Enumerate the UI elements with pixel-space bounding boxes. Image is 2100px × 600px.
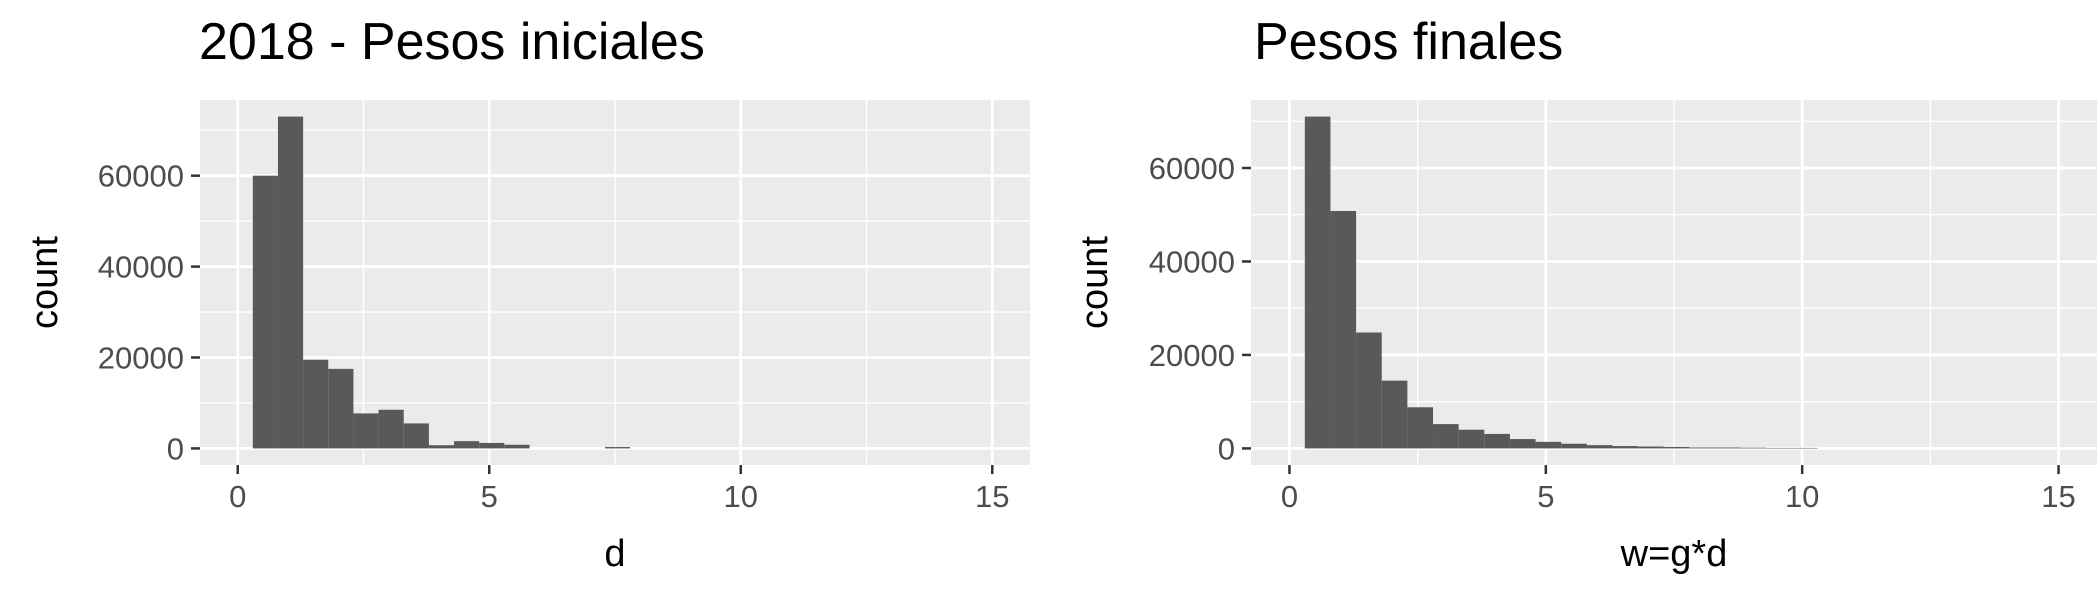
- histogram-bar: [1612, 446, 1639, 449]
- histogram-bar: [403, 423, 429, 449]
- histogram-bar: [604, 447, 631, 449]
- histogram-bar: [1586, 445, 1613, 449]
- histogram-bar: [252, 175, 278, 449]
- histogram-left: 0 5 10 15 0 20000 40000 60000 d count: [24, 100, 1030, 575]
- chart-title: Pesos finales: [1254, 13, 1564, 71]
- y-tick-label: 60000: [98, 159, 184, 194]
- y-tick-label: 0: [167, 431, 184, 466]
- x-tick-label: 10: [1785, 479, 1819, 514]
- histogram-bar: [454, 441, 480, 449]
- histogram-bar: [1509, 439, 1536, 449]
- histogram-bar: [1766, 447, 1792, 449]
- x-tick-label: 0: [229, 479, 246, 514]
- histogram-bar: [1356, 332, 1382, 449]
- x-axis-title: w=g*d: [1620, 533, 1728, 575]
- histogram-bar: [378, 409, 404, 449]
- y-tick-label: 20000: [1149, 338, 1235, 373]
- y-tick-label: 60000: [1149, 151, 1235, 186]
- x-tick-label: 15: [975, 479, 1009, 514]
- x-tick-label: 5: [1537, 479, 1554, 514]
- histogram-bar: [1689, 447, 1716, 449]
- histogram-bar: [1381, 380, 1408, 449]
- x-tick-label: 0: [1281, 479, 1298, 514]
- histogram-bar: [1791, 447, 1818, 449]
- y-axis-title: count: [1074, 236, 1116, 329]
- y-tick-label: 40000: [1149, 244, 1235, 279]
- x-axis-title: d: [604, 533, 625, 575]
- histogram-bar: [328, 368, 354, 449]
- x-tick-label: 15: [2041, 479, 2075, 514]
- histogram-bar: [1663, 447, 1690, 449]
- y-tick-label: 20000: [98, 341, 184, 376]
- histogram-bar: [428, 445, 455, 449]
- chart-title: 2018 - Pesos iniciales: [199, 13, 705, 71]
- histogram-bar: [1407, 407, 1434, 449]
- histogram-bar: [1304, 116, 1331, 449]
- y-tick-label: 40000: [98, 250, 184, 285]
- histogram-bar: [504, 444, 530, 449]
- histogram-bar: [303, 359, 329, 449]
- x-tick-label: 5: [481, 479, 498, 514]
- histogram-bar: [1535, 441, 1562, 449]
- histogram-bar: [1433, 424, 1459, 449]
- y-tick-label: 0: [1218, 431, 1235, 466]
- chart-panel-left: 2018 - Pesos iniciales 0 5 10 15 0 20000 40000…: [24, 13, 1030, 575]
- histogram-bar: [353, 413, 379, 449]
- histogram-bar: [1458, 429, 1485, 449]
- y-axis-title: count: [24, 236, 66, 329]
- histogram-bar: [1740, 447, 1767, 449]
- histogram-right: 0 5 10 15 0 20000 40000 60000 w=g*d count: [1074, 100, 2097, 575]
- histogram-bar: [1561, 443, 1587, 449]
- chart-panel-right: Pesos finales 0 5 10 15 0 20000 40000 60000 w=g*…: [1050, 0, 2100, 600]
- histogram-bar: [1484, 433, 1510, 449]
- histogram-bar: [479, 442, 505, 449]
- histogram-bar: [1330, 210, 1357, 449]
- histogram-bar: [1638, 446, 1664, 449]
- histogram-bar: [1715, 447, 1741, 449]
- histogram-bar: [277, 116, 304, 449]
- x-tick-label: 10: [724, 479, 758, 514]
